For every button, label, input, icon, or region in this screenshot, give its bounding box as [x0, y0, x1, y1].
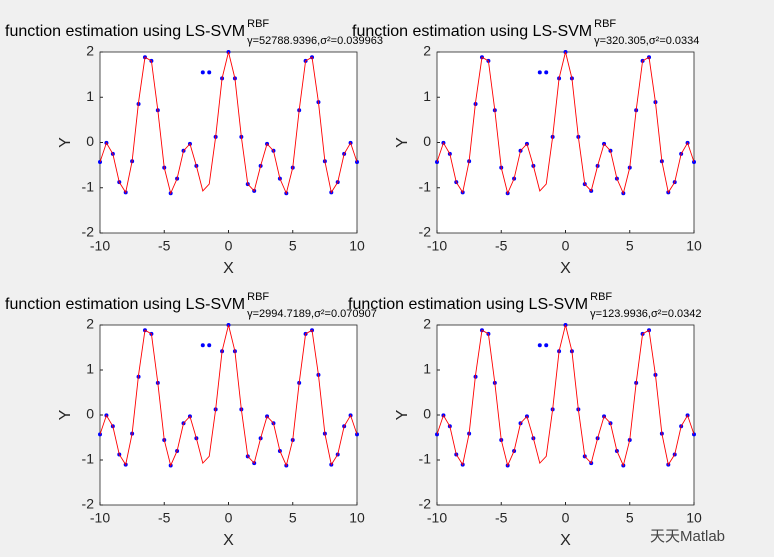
data-point [537, 343, 542, 348]
data-point [207, 343, 212, 348]
title-subscript: γ=320.305,σ²=0.0334 [594, 35, 699, 47]
x-tick-label: -5 [495, 238, 508, 254]
x-tick-label: 10 [686, 238, 702, 254]
y-tick-label: 0 [86, 406, 94, 422]
y-axis-label: Y [57, 409, 74, 420]
y-tick-label: 0 [423, 406, 431, 422]
x-axis-label: X [560, 260, 571, 277]
x-tick-label: 10 [349, 238, 365, 254]
y-tick-label: 0 [86, 133, 94, 149]
chart-title: function estimation using LS-SVM [5, 23, 245, 40]
data-point [200, 343, 205, 348]
title-superscript: RBF [594, 18, 616, 30]
x-tick-label: 5 [626, 238, 634, 254]
x-tick-label: 5 [289, 238, 297, 254]
y-tick-label: 2 [423, 43, 431, 59]
axes-area [99, 324, 358, 506]
y-tick-label: 0 [423, 133, 431, 149]
y-tick-label: -1 [419, 178, 432, 194]
data-point [544, 343, 549, 348]
axes-area [436, 51, 695, 234]
axes-area [436, 324, 695, 506]
y-tick-label: -1 [82, 451, 95, 467]
y-tick-label: -1 [82, 178, 95, 194]
y-tick-label: -2 [82, 224, 95, 240]
title-superscript: RBF [247, 18, 269, 30]
data-point [207, 70, 212, 75]
y-axis-label: Y [394, 137, 411, 148]
y-tick-label: -2 [82, 496, 95, 512]
y-tick-label: 2 [86, 316, 94, 332]
fit-line [437, 51, 694, 195]
x-tick-label: 0 [562, 510, 570, 526]
y-tick-label: 1 [86, 88, 94, 104]
x-tick-label: -10 [427, 238, 447, 254]
fit-line [437, 324, 694, 467]
x-tick-label: -10 [90, 510, 110, 526]
y-axis-label: Y [394, 409, 411, 420]
y-tick-label: 1 [423, 361, 431, 377]
data-point [200, 70, 205, 75]
y-tick-label: 2 [86, 43, 94, 59]
y-tick-label: 1 [86, 361, 94, 377]
title-superscript: RBF [590, 291, 612, 303]
x-tick-label: 10 [686, 510, 702, 526]
x-tick-label: 0 [225, 510, 233, 526]
fit-line [100, 51, 357, 195]
y-tick-label: -2 [419, 224, 432, 240]
x-tick-label: -5 [495, 510, 508, 526]
x-axis-label: X [560, 532, 571, 549]
x-tick-label: -10 [427, 510, 447, 526]
x-tick-label: 5 [626, 510, 634, 526]
x-tick-label: -5 [158, 238, 171, 254]
y-tick-label: -2 [419, 496, 432, 512]
title-subscript: γ=123.9936,σ²=0.0342 [590, 308, 701, 320]
x-tick-label: -10 [90, 238, 110, 254]
y-axis-label: Y [57, 137, 74, 148]
title-subscript: γ=52788.9396,σ²=0.039963 [247, 35, 383, 47]
chart-title: function estimation using LS-SVM [352, 23, 592, 40]
watermark: 天天Matlab [650, 528, 725, 545]
x-axis-label: X [223, 532, 234, 549]
x-tick-label: 0 [225, 238, 233, 254]
axes-area [99, 51, 358, 234]
fit-line [100, 324, 357, 467]
y-tick-label: 2 [423, 316, 431, 332]
y-tick-label: 1 [423, 88, 431, 104]
chart-title: function estimation using LS-SVM [348, 296, 588, 313]
title-superscript: RBF [247, 291, 269, 303]
x-tick-label: -5 [158, 510, 171, 526]
title-subscript: γ=2994.7189,σ²=0.070907 [247, 308, 377, 320]
chart-title: function estimation using LS-SVM [5, 296, 245, 313]
x-tick-label: 5 [289, 510, 297, 526]
x-tick-label: 0 [562, 238, 570, 254]
x-axis-label: X [223, 260, 234, 277]
x-tick-label: 10 [349, 510, 365, 526]
data-point [537, 70, 542, 75]
data-point [544, 70, 549, 75]
y-tick-label: -1 [419, 451, 432, 467]
